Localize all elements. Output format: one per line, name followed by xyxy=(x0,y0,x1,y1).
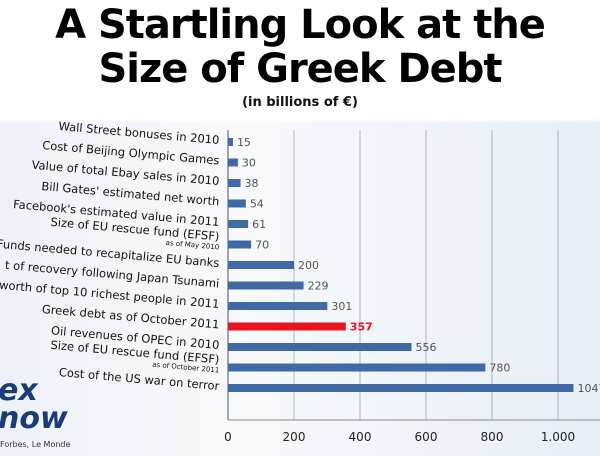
data-label: 70 xyxy=(255,239,269,252)
data-label: 54 xyxy=(250,198,264,211)
x-tick-label: 800 xyxy=(481,430,504,444)
logo-text-bottom: now xyxy=(0,401,68,436)
x-tick-label: 600 xyxy=(415,430,438,444)
data-label: 780 xyxy=(489,362,510,375)
chart-subtitle: (in billions of €) xyxy=(242,95,358,110)
x-tick-label: 0 xyxy=(224,430,232,444)
data-label: 30 xyxy=(242,157,256,170)
logo-text-top: ex xyxy=(0,373,38,408)
data-label: 38 xyxy=(245,177,259,190)
bar xyxy=(228,158,238,167)
data-label: 301 xyxy=(331,300,352,313)
x-tick-label: 1.000 xyxy=(541,430,575,444)
bar xyxy=(228,281,304,290)
x-tick-label: 200 xyxy=(283,430,306,444)
bar xyxy=(228,343,412,351)
data-label: 61 xyxy=(252,218,266,231)
bar xyxy=(228,302,328,310)
data-label: 1047 xyxy=(578,382,600,395)
bar xyxy=(228,384,574,392)
page-title-line-2: Size of Greek Debt xyxy=(98,46,502,92)
bar xyxy=(228,220,249,228)
bar xyxy=(228,363,486,372)
page-title-line-1: A Startling Look at the xyxy=(55,2,546,48)
source-credit: Forbes, Le Monde xyxy=(0,440,71,449)
data-label: 357 xyxy=(350,321,373,334)
x-tick-label: 400 xyxy=(349,430,372,444)
data-label: 229 xyxy=(308,280,329,293)
bar xyxy=(228,240,252,249)
bar xyxy=(228,261,294,269)
bar-highlight xyxy=(228,322,346,331)
bar xyxy=(228,179,241,187)
bar xyxy=(228,138,233,146)
data-label: 15 xyxy=(237,136,251,149)
bar xyxy=(228,199,246,208)
data-label: 200 xyxy=(298,259,319,272)
data-label: 556 xyxy=(415,341,436,354)
